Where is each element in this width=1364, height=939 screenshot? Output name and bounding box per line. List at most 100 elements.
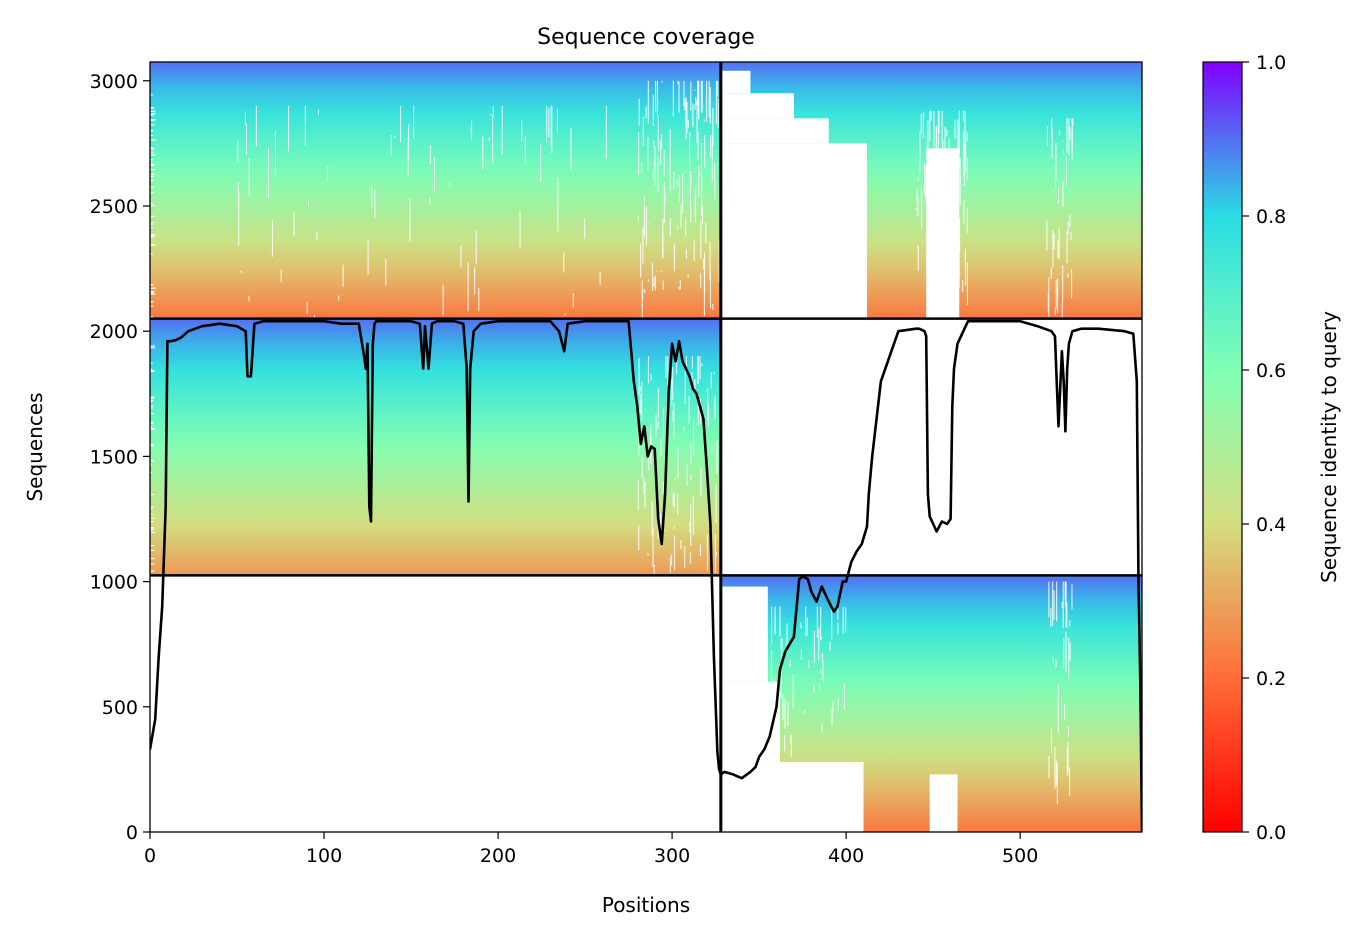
gap-streak <box>709 134 712 158</box>
gap-streak <box>946 129 948 137</box>
gap-streak <box>1064 581 1066 607</box>
uncovered-region <box>720 681 781 762</box>
gap-streak <box>150 517 155 520</box>
gap-streak <box>690 175 692 183</box>
gap-streak <box>150 180 153 182</box>
gap-streak <box>689 170 691 208</box>
gap-streak <box>150 253 153 255</box>
gap-streak <box>966 131 968 142</box>
gap-streak <box>548 107 550 138</box>
gap-streak <box>1052 656 1054 665</box>
gap-streak <box>150 368 153 370</box>
colorbar-tick-label: 0.0 <box>1256 822 1286 844</box>
gap-streak <box>150 407 154 409</box>
gap-streak <box>150 161 153 163</box>
gap-streak <box>1062 150 1064 155</box>
gap-streak <box>683 80 685 107</box>
gap-streak <box>703 258 705 270</box>
colorbar-tick-label: 0.6 <box>1256 360 1286 382</box>
gap-streak <box>540 144 542 182</box>
gap-streak <box>831 709 833 726</box>
gap-streak <box>1051 118 1053 136</box>
gap-streak <box>1058 130 1061 136</box>
x-tick-label: 0 <box>144 845 156 867</box>
gap-streak <box>271 220 274 257</box>
gap-streak <box>638 132 640 175</box>
gap-streak <box>790 734 792 744</box>
gap-streak <box>1057 187 1060 204</box>
gap-streak <box>787 702 789 726</box>
gap-streak <box>933 110 935 148</box>
gap-streak <box>837 606 839 621</box>
gap-streak <box>690 443 692 465</box>
gap-streak <box>442 284 444 316</box>
gap-streak <box>662 408 665 439</box>
y-tick-label: 500 <box>102 697 138 719</box>
gap-streak <box>150 398 154 400</box>
gap-streak <box>1048 755 1050 779</box>
coverage-block <box>150 62 721 319</box>
gap-streak <box>655 414 657 438</box>
gap-streak <box>657 156 659 192</box>
gap-streak <box>150 293 156 295</box>
gap-streak <box>150 202 153 204</box>
gap-streak <box>816 606 818 638</box>
gap-streak <box>674 535 676 571</box>
gap-streak <box>805 606 807 637</box>
gap-streak <box>304 105 306 146</box>
gap-streak <box>673 526 675 530</box>
gap-streak <box>338 295 340 301</box>
gap-streak <box>316 231 318 240</box>
gap-streak <box>556 108 559 134</box>
gap-streak <box>678 81 680 113</box>
gap-streak <box>150 545 155 547</box>
gap-streak <box>697 131 699 161</box>
gap-streak <box>917 198 919 216</box>
gap-texture <box>150 70 1074 832</box>
gap-streak <box>676 179 678 186</box>
gap-streak <box>715 552 717 557</box>
gap-streak <box>715 80 717 124</box>
gap-streak <box>519 210 521 249</box>
gap-streak <box>244 111 246 126</box>
gap-streak <box>671 379 673 407</box>
gap-streak <box>660 270 662 272</box>
gap-streak <box>663 182 665 223</box>
gap-streak <box>923 163 926 196</box>
gap-streak <box>929 110 931 142</box>
gap-streak <box>1054 746 1056 789</box>
gap-streak <box>917 245 919 271</box>
gap-streak <box>150 549 155 551</box>
uncovered-region <box>720 118 829 144</box>
gap-streak <box>274 131 277 176</box>
gap-streak <box>959 158 961 206</box>
gap-streak <box>1065 581 1067 628</box>
gap-streak <box>644 289 646 293</box>
gap-streak <box>790 737 792 757</box>
gap-streak <box>656 271 658 273</box>
gap-streak <box>687 119 689 128</box>
gap-streak <box>408 124 410 161</box>
gap-streak <box>1058 227 1060 260</box>
gap-streak <box>637 479 639 511</box>
gap-streak <box>789 659 791 667</box>
gap-streak <box>690 503 692 541</box>
gap-streak <box>714 534 716 573</box>
gap-streak <box>689 552 691 564</box>
colorbar-gradient <box>1202 61 1243 833</box>
gap-streak <box>245 123 248 155</box>
gap-streak <box>691 372 693 380</box>
colorbar: 0.0 0.2 0.4 0.6 0.8 1.0 Sequence identity to … <box>1202 52 1341 844</box>
uncovered-region <box>720 761 864 832</box>
gap-streak <box>326 166 329 182</box>
gap-streak <box>150 460 154 462</box>
gap-streak <box>150 445 154 447</box>
gap-streak <box>690 474 692 480</box>
gap-streak <box>374 188 376 218</box>
gap-streak <box>660 439 662 456</box>
gap-streak <box>150 405 154 407</box>
uncovered-region <box>720 93 794 119</box>
gap-streak <box>1048 277 1050 317</box>
gap-streak <box>563 252 565 273</box>
gap-streak <box>813 684 815 693</box>
